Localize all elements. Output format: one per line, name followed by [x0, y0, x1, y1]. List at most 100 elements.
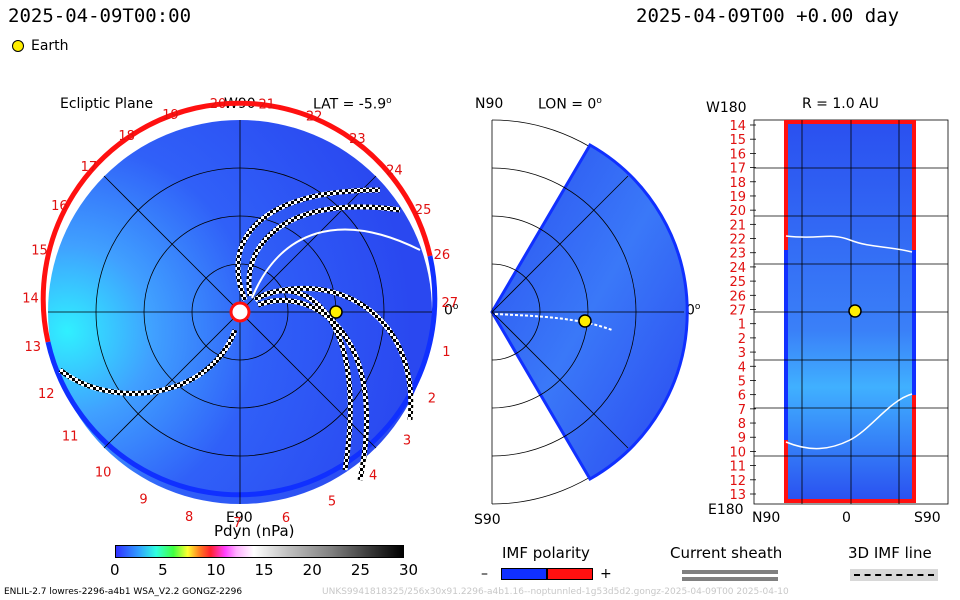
ecliptic-rim-number: 19 [162, 108, 179, 123]
radial-earth-icon [848, 304, 862, 318]
radial-title: R = 1.0 AU [802, 96, 879, 112]
radial-rotation-label: 12 [729, 474, 746, 489]
ecliptic-rim-number: 12 [38, 387, 55, 402]
right-timestamp: 2025-04-09T00 +0.00 day [636, 5, 900, 27]
radial-rotation-label: 7 [738, 403, 746, 418]
ecliptic-rim-number: 24 [386, 164, 403, 179]
radial-rotation-label: 27 [729, 304, 746, 319]
radial-rotation-label: 9 [738, 431, 746, 446]
radial-rotation-label: 6 [738, 389, 746, 404]
ecliptic-rim-number: 2 [428, 391, 436, 406]
ecliptic-rim-blue [45, 255, 438, 498]
earth-legend-icon [12, 40, 24, 52]
imf-line-title: 3D IMF line [848, 544, 932, 562]
ecliptic-e90-label: E90 [226, 510, 253, 526]
radial-rotation-label: 20 [729, 204, 746, 219]
imf-polarity-minus: – [481, 566, 488, 582]
ecliptic-rim-number: 17 [81, 160, 98, 175]
ecliptic-rim-number: 8 [185, 510, 193, 525]
meridional-zero-label: 0o [686, 302, 701, 319]
ecliptic-rim-number: 16 [51, 199, 68, 214]
radial-rotation-label: 21 [729, 218, 746, 233]
radial-rotation-label: 11 [729, 460, 746, 475]
radial-rotation-label: 3 [738, 346, 746, 361]
radial-x-label-0: 0 [842, 510, 851, 526]
imf-polarity-plus: + [600, 566, 612, 582]
sun-icon [229, 301, 251, 323]
ecliptic-title: Ecliptic Plane [60, 96, 154, 112]
left-timestamp: 2025-04-09T00:00 [8, 5, 192, 27]
ecliptic-rim-number: 15 [31, 243, 48, 258]
radial-rotation-label: 17 [729, 162, 746, 177]
colorbar-tick-label: 25 [350, 561, 370, 579]
colorbar-tick-label: 10 [206, 561, 226, 579]
radial-rotation-label: 19 [729, 190, 746, 205]
ecliptic-rim-number: 20 [210, 97, 227, 112]
radial-x-label-s90: S90 [914, 510, 941, 526]
ecliptic-rim-number: 13 [25, 340, 42, 355]
ecliptic-rim-red [40, 100, 433, 343]
radial-rotation-label: 13 [729, 488, 746, 503]
radial-x-label-n90: N90 [752, 510, 781, 526]
imf-polarity-title: IMF polarity [502, 544, 590, 562]
ecliptic-rim-number: 26 [434, 248, 451, 263]
meridional-earth-icon [578, 314, 592, 328]
radial-rotation-label: 4 [738, 360, 746, 375]
ecliptic-rim-number: 9 [139, 493, 147, 508]
current-sheath-title: Current sheath [670, 544, 783, 562]
ecliptic-rim-number: 5 [328, 495, 336, 510]
radial-rotation-label: 22 [729, 233, 746, 248]
colorbar-tick-label: 20 [302, 561, 322, 579]
current-sheath-line-1 [682, 570, 778, 574]
ecliptic-rim-number: 7 [233, 516, 241, 531]
meridional-n90-label: N90 [475, 96, 504, 112]
ecliptic-rim-number: 1 [442, 345, 450, 360]
colorbar [115, 545, 404, 558]
footer-right: UNKS9941818325/256x30x91.2296-a4b1.16--n… [322, 587, 789, 597]
radial-rotation-label: 5 [738, 374, 746, 389]
radial-rotation-label: 23 [729, 247, 746, 262]
meridional-lon-label: LON = 0o [538, 96, 602, 113]
ecliptic-rim-number: 14 [22, 291, 39, 306]
imf-line-swatch [850, 569, 938, 581]
colorbar-tick-label: 15 [254, 561, 274, 579]
ecliptic-rim-number: 11 [62, 429, 79, 444]
ecliptic-rim-number: 6 [282, 511, 290, 526]
radial-w180-label: W180 [706, 100, 747, 116]
ecliptic-rim-number: 25 [415, 203, 432, 218]
colorbar-tick-label: 5 [158, 561, 168, 579]
radial-rotation-label: 18 [729, 176, 746, 191]
ecliptic-rim-number: 10 [95, 465, 112, 480]
footer-left: ENLIL-2.7 lowres-2296-a4b1 WSA_V2.2 GONG… [4, 587, 243, 597]
colorbar-tick-label: 30 [399, 561, 419, 579]
radial-rotation-label: 15 [729, 133, 746, 148]
meridional-s90-label: S90 [474, 512, 501, 528]
radial-rotation-label: 24 [729, 261, 746, 276]
radial-rotation-label: 25 [729, 275, 746, 290]
radial-rotation-label: 10 [729, 445, 746, 460]
imf-negative-swatch [501, 568, 547, 580]
ecliptic-rim-number: 23 [349, 132, 366, 147]
colorbar-tick-label: 0 [110, 561, 120, 579]
earth-icon [329, 305, 343, 319]
ecliptic-rim-number: 21 [259, 98, 276, 113]
ecliptic-rim-number: 18 [118, 129, 135, 144]
ecliptic-rim-number: 3 [403, 433, 411, 448]
ecliptic-zero-label: 0o [444, 302, 459, 319]
ecliptic-rim-number: 27 [441, 296, 458, 311]
imf-positive-swatch [547, 568, 593, 580]
radial-rotation-label: 2 [738, 332, 746, 347]
radial-rotation-label: 8 [738, 417, 746, 432]
radial-e180-label: E180 [708, 502, 744, 518]
ecliptic-rim-number: 22 [306, 110, 323, 125]
radial-rotation-label: 26 [729, 289, 746, 304]
ecliptic-lat-label: LAT = -5.9o [313, 96, 392, 113]
radial-rotation-label: 1 [738, 318, 746, 333]
radial-rotation-label: 14 [729, 119, 746, 134]
earth-legend-label: Earth [31, 38, 69, 54]
colorbar-title: Pdyn (nPa) [214, 522, 295, 540]
current-sheath-line-2 [682, 577, 778, 581]
